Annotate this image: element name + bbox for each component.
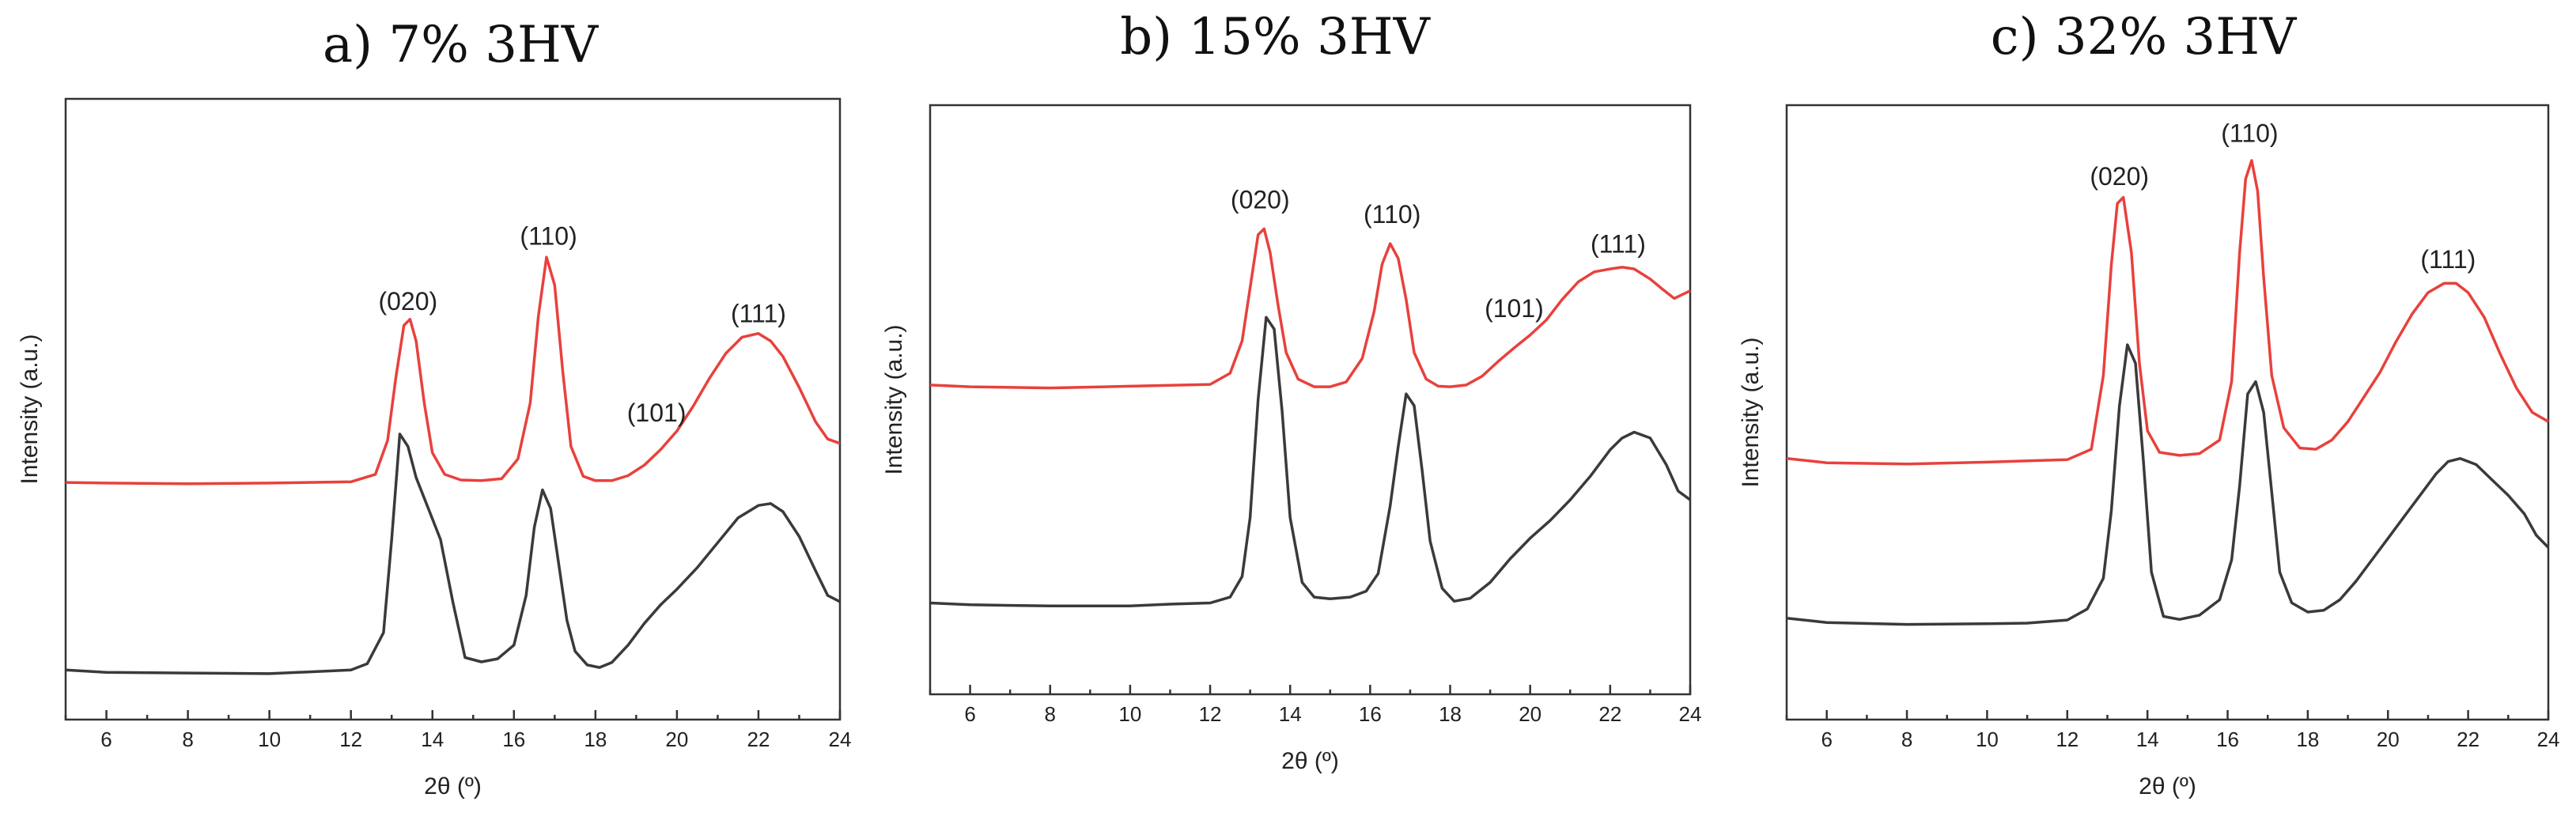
x-tick-label: 14: [1279, 702, 1302, 726]
x-tick-label: 10: [1976, 728, 1999, 751]
x-tick-label: 12: [1199, 702, 1222, 726]
panel-title: c) 32% 3HV: [1991, 8, 2298, 66]
x-axis-label: 2θ (º): [1281, 748, 1339, 774]
x-tick-label: 14: [2136, 728, 2159, 751]
x-tick-label: 20: [2377, 728, 2400, 751]
chart-panel-0: a) 7% 3HV 6 8 10 12 14 16 18 20 22 24 2θ (º) Intensi…: [17, 16, 851, 799]
plot-frame: [64, 97, 842, 721]
x-tick-label: 18: [1439, 702, 1462, 726]
series-line-black: [65, 433, 841, 675]
x-tick-label: 8: [182, 728, 193, 751]
peak-label: (110): [1364, 200, 1420, 229]
peak-label: (111): [731, 300, 786, 328]
y-axis-label: Intensity (a.u.): [1738, 337, 1764, 487]
y-axis-label: Intensity (a.u.): [17, 334, 43, 484]
x-tick-label: 24: [829, 728, 852, 751]
x-tick-label: 10: [1118, 702, 1141, 726]
x-tick-label: 16: [1359, 702, 1382, 726]
chart-panel-1: b) 15% 3HV 6 8 10 12 14 16 18 20 22 24 2θ (º) Intens…: [881, 8, 1701, 774]
panel-title: b) 15% 3HV: [1120, 8, 1431, 66]
x-tick-label: 18: [2296, 728, 2319, 751]
peak-label: (101): [627, 399, 687, 427]
plot-frame: [1785, 104, 2550, 721]
peak-label: (111): [1591, 229, 1646, 258]
peak-label: (020): [378, 287, 437, 316]
x-tick-label: 22: [2457, 728, 2480, 751]
plot-frame: [929, 104, 1692, 696]
chart-panel-2: c) 32% 3HV 6 8 10 12 14 16 18 20 22 24 2θ (º) Intens…: [1738, 8, 2559, 799]
y-axis-label: Intensity (a.u.): [881, 324, 907, 474]
series-line-black: [929, 316, 1692, 608]
x-axis-label: 2θ (º): [424, 773, 482, 799]
x-tick-label: 12: [339, 728, 362, 751]
x-tick-label: 8: [1045, 702, 1056, 726]
x-tick-label: 16: [2216, 728, 2239, 751]
x-tick-label: 20: [665, 728, 688, 751]
series-line-red: [1786, 159, 2549, 466]
peak-label: (101): [1485, 294, 1544, 323]
x-tick-label: 16: [502, 728, 525, 751]
x-tick-label: 12: [2056, 728, 2079, 751]
x-tick-label: 6: [100, 728, 112, 751]
x-tick-label: 6: [964, 702, 975, 726]
x-axis-label: 2θ (º): [2139, 773, 2196, 799]
x-tick-label: 22: [1598, 702, 1621, 726]
x-tick-label: 18: [584, 728, 607, 751]
x-tick-label: 14: [421, 728, 444, 751]
series-line-red: [65, 255, 841, 486]
x-tick-label: 22: [747, 728, 770, 751]
peak-label: (020): [1231, 185, 1290, 214]
x-tick-label: 20: [1519, 702, 1541, 726]
x-tick-label: 24: [1679, 702, 1702, 726]
peak-label: (110): [2221, 119, 2278, 148]
series-line-red: [929, 227, 1691, 390]
peak-label: (111): [2420, 245, 2476, 274]
x-tick-label: 8: [1901, 728, 1912, 751]
x-tick-label: 10: [258, 728, 281, 751]
x-tick-label: 6: [1821, 728, 1832, 751]
series-line-black: [1786, 343, 2550, 626]
x-tick-label: 24: [2537, 728, 2560, 751]
peak-label: (020): [2090, 162, 2149, 191]
panel-title: a) 7% 3HV: [323, 16, 600, 74]
peak-label: (110): [520, 221, 577, 250]
